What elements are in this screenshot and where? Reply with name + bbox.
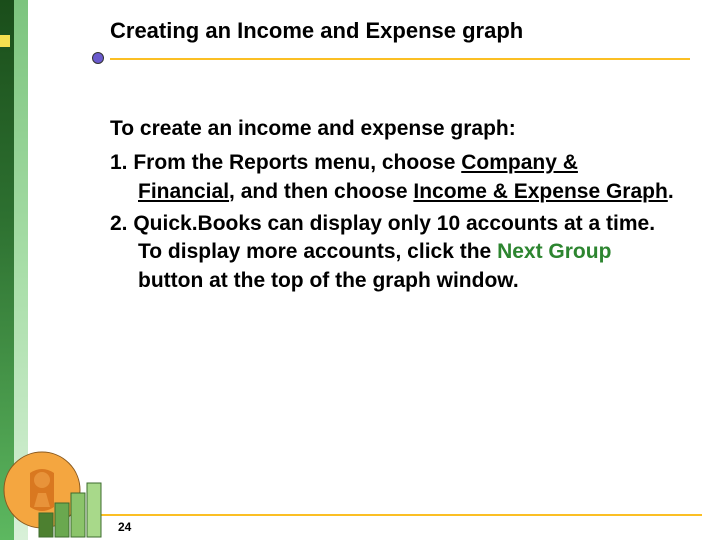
title-underline	[110, 54, 690, 66]
decorative-finance-icon	[0, 445, 105, 540]
footer-accent-line	[95, 514, 702, 516]
step2-suffix: button at the top of the graph window.	[138, 269, 519, 292]
sidebar-accent-dot	[0, 35, 10, 47]
step1-mid: , and then choose	[229, 180, 413, 203]
title-bullet-icon	[92, 52, 104, 64]
slide-body: To create an income and expense graph: 1…	[110, 115, 680, 299]
slide-title-block: Creating an Income and Expense graph	[110, 18, 690, 66]
step1-prefix: 1. From the Reports menu, choose	[110, 151, 461, 174]
step-2: 2. Quick.Books can display only 10 accou…	[110, 210, 680, 295]
step1-suffix: .	[668, 180, 674, 203]
intro-text: To create an income and expense graph:	[110, 115, 680, 143]
slide-title: Creating an Income and Expense graph	[110, 18, 690, 44]
step2-term-next-group: Next Group	[497, 240, 611, 263]
step1-term-income-expense: Income & Expense Graph	[413, 180, 667, 203]
step-1: 1. From the Reports menu, choose Company…	[110, 149, 680, 206]
title-accent-line	[110, 58, 690, 60]
page-number: 24	[118, 520, 131, 534]
